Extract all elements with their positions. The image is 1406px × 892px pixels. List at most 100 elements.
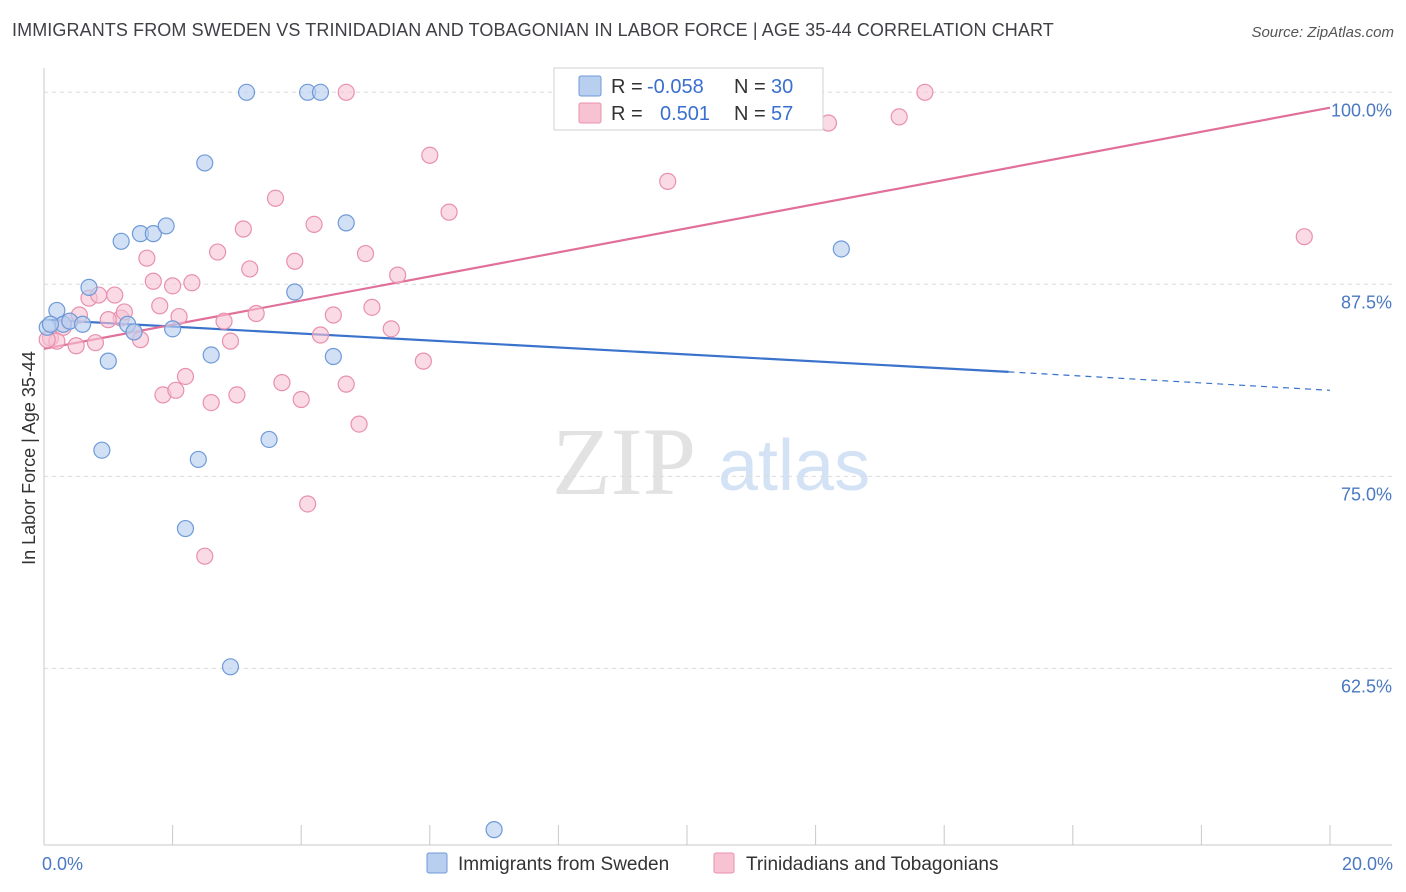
- chart-source: Source: ZipAtlas.com: [1251, 24, 1394, 41]
- point-trinidad-39: [337, 375, 355, 393]
- axes: [43, 68, 1392, 846]
- point-trinidad-19: [167, 381, 185, 399]
- legend-n-value-1: 30: [771, 76, 793, 98]
- point-trinidad-28: [234, 220, 252, 238]
- chart-title: IMMIGRANTS FROM SWEDEN VS TRINIDADIAN AN…: [12, 20, 1054, 40]
- point-trinidad-53: [337, 83, 355, 101]
- point-trinidad-7: [86, 334, 105, 352]
- point-sweden-24: [324, 347, 342, 366]
- gridlines: [44, 91, 1392, 669]
- point-trinidad-4: [67, 337, 85, 355]
- x-tick-label-0: 0.0%: [42, 854, 83, 874]
- point-sweden-25: [337, 214, 355, 232]
- point-trinidad-27: [228, 386, 246, 404]
- legend-r-label-1: R =: [611, 76, 643, 98]
- point-sweden-14: [176, 519, 195, 538]
- point-trinidad-56: [99, 311, 117, 329]
- point-trinidad-9: [106, 286, 124, 304]
- point-trinidad-14: [138, 249, 156, 267]
- y-tick-label-2: 75.0%: [1341, 484, 1392, 504]
- tick-labels: 100.0% 87.5% 75.0% 62.5% 0.0% 20.0%: [42, 100, 1393, 874]
- point-trinidad-45: [414, 352, 432, 370]
- point-sweden-28: [93, 441, 111, 459]
- point-trinidad-16: [151, 297, 169, 315]
- point-sweden-11: [144, 225, 162, 243]
- point-trinidad-41: [356, 244, 375, 263]
- watermark-atlas: atlas: [718, 426, 870, 506]
- point-sweden-21: [286, 283, 304, 301]
- series-legend: Immigrants from Sweden Trinidadians and …: [426, 852, 998, 875]
- trend-line-sweden-extension: [1008, 371, 1331, 391]
- legend-n-label-1: N =: [734, 76, 766, 98]
- point-sweden-29: [41, 315, 60, 333]
- legend-r-value-2: 0.501: [660, 103, 710, 125]
- point-sweden-9: [125, 323, 143, 341]
- point-trinidad-48: [659, 172, 677, 190]
- point-trinidad-33: [286, 252, 304, 270]
- data-points: [38, 83, 1313, 839]
- point-trinidad-51: [916, 83, 934, 101]
- point-sweden-15: [189, 450, 207, 469]
- legend-swatch-sweden: [578, 75, 602, 97]
- point-sweden-6: [99, 352, 117, 370]
- correlation-legend: R = -0.058 N = 30 R = 0.501 N = 57: [553, 67, 824, 131]
- point-sweden-1: [48, 301, 66, 320]
- point-trinidad-40: [350, 415, 368, 433]
- point-trinidad-21: [176, 367, 195, 386]
- point-trinidad-47: [440, 203, 458, 221]
- legend-r-value-1: -0.058: [647, 76, 704, 98]
- point-trinidad-43: [382, 320, 400, 338]
- point-trinidad-15: [144, 272, 162, 290]
- y-tick-label-1: 87.5%: [1341, 292, 1392, 312]
- legend-r-label-2: R =: [611, 103, 643, 125]
- legend-bottom-swatch-sweden: [426, 852, 448, 874]
- point-trinidad-50: [890, 108, 908, 126]
- point-trinidad-52: [1295, 228, 1313, 246]
- point-trinidad-29: [241, 260, 259, 278]
- point-trinidad-44: [389, 266, 407, 284]
- point-trinidad-24: [209, 243, 227, 261]
- point-trinidad-46: [421, 146, 439, 164]
- trend-lines: [43, 106, 1331, 391]
- legend-n-value-2: 57: [771, 103, 793, 125]
- point-sweden-4: [73, 315, 92, 333]
- point-sweden-27: [485, 821, 503, 839]
- point-trinidad-18: [164, 277, 182, 295]
- point-trinidad-42: [363, 298, 381, 316]
- point-trinidad-34: [292, 390, 310, 409]
- point-sweden-23: [311, 83, 330, 101]
- y-axis-label: In Labor Force | Age 35-44: [19, 351, 39, 565]
- y-tick-label-0: 100.0%: [1331, 100, 1392, 120]
- point-trinidad-35: [299, 495, 317, 513]
- legend-swatch-trinidad: [578, 102, 602, 124]
- point-sweden-5: [80, 278, 98, 296]
- point-trinidad-38: [324, 306, 342, 324]
- legend-bottom-swatch-trinidad: [713, 852, 735, 874]
- point-sweden-26: [832, 240, 850, 258]
- watermark-zip: ZIP: [552, 408, 696, 515]
- point-trinidad-23: [202, 393, 220, 412]
- point-sweden-16: [196, 154, 214, 172]
- point-trinidad-36: [305, 215, 323, 233]
- point-trinidad-54: [196, 547, 214, 565]
- y-tick-label-3: 62.5%: [1341, 676, 1392, 696]
- point-sweden-20: [260, 430, 278, 449]
- point-sweden-13: [164, 320, 182, 338]
- point-sweden-18: [221, 658, 240, 676]
- legend-n-label-2: N =: [734, 103, 766, 125]
- legend-bottom-label-sweden: Immigrants from Sweden: [458, 854, 669, 875]
- point-sweden-7: [112, 232, 130, 250]
- point-trinidad-25: [215, 312, 233, 330]
- watermark: ZIP atlas: [552, 408, 870, 515]
- point-sweden-17: [202, 346, 220, 364]
- point-trinidad-22: [183, 274, 201, 292]
- point-trinidad-26: [221, 332, 240, 350]
- point-trinidad-37: [311, 326, 330, 344]
- point-trinidad-32: [273, 374, 291, 392]
- x-tick-label-1: 20.0%: [1342, 854, 1393, 874]
- legend-bottom-label-trinidad: Trinidadians and Tobagonians: [746, 854, 998, 875]
- point-trinidad-30: [247, 304, 265, 323]
- point-sweden-19: [237, 83, 256, 101]
- point-sweden-12: [157, 217, 175, 235]
